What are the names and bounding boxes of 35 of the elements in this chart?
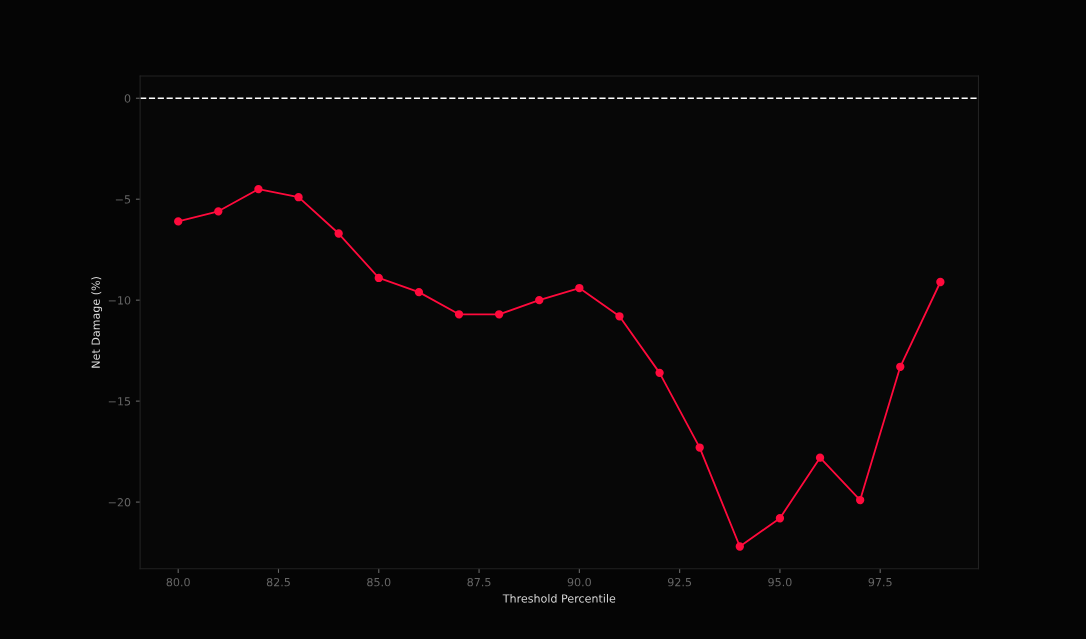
point xyxy=(615,312,624,321)
point xyxy=(174,217,183,226)
point xyxy=(294,193,303,202)
y-tick-label: −15 xyxy=(108,397,131,406)
x-tick-label: 82.5 xyxy=(266,577,290,587)
x-tick-label: 87.5 xyxy=(467,577,491,587)
x-tick-label: 90.0 xyxy=(567,577,591,587)
x-tick-label: 92.5 xyxy=(667,577,692,587)
x-tick-label: 97.5 xyxy=(868,577,892,587)
point xyxy=(655,368,664,378)
point xyxy=(855,495,865,505)
point xyxy=(334,229,343,238)
y-tick-label: 0 xyxy=(124,94,131,103)
point xyxy=(575,283,584,293)
x-tick-label: 85.0 xyxy=(367,577,391,587)
point xyxy=(535,296,544,305)
point xyxy=(735,542,744,551)
x-tick-label: 80.0 xyxy=(166,577,190,587)
x-tick-label: 95.0 xyxy=(768,577,792,587)
point xyxy=(494,310,504,319)
point xyxy=(775,514,785,523)
point xyxy=(896,362,905,371)
point xyxy=(815,453,825,462)
point xyxy=(374,273,383,283)
point xyxy=(254,184,263,194)
y-tick-label: −20 xyxy=(108,498,131,507)
point xyxy=(936,277,945,287)
point xyxy=(214,207,223,216)
x-axis-title: Threshold Percentile xyxy=(502,594,616,603)
point xyxy=(695,443,704,452)
y-tick-label: −5 xyxy=(115,195,131,204)
y-axis-title: Net Damage (%) xyxy=(91,276,103,368)
point xyxy=(414,287,424,297)
point xyxy=(454,310,464,319)
y-tick-label: −10 xyxy=(108,296,131,305)
